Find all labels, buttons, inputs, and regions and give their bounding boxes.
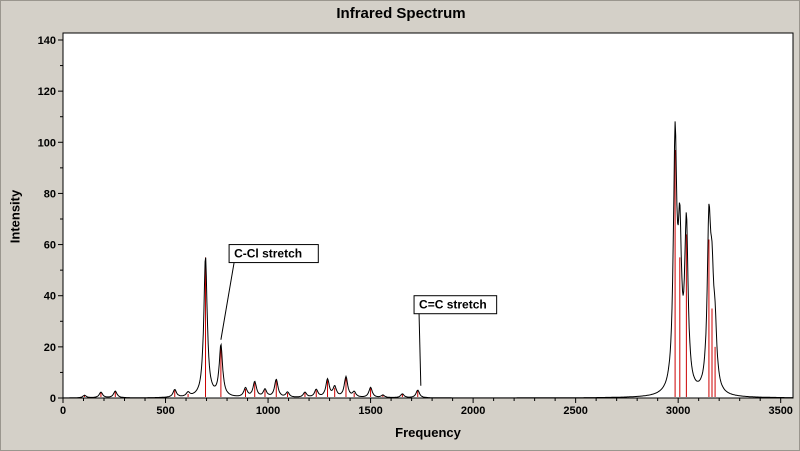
y-tick-label: 100 — [38, 137, 56, 149]
y-tick-label: 80 — [44, 188, 56, 200]
y-tick-label: 40 — [44, 291, 56, 303]
annotation-c-c-stretch: C=C stretch — [413, 295, 498, 386]
x-tick-label: 2000 — [461, 405, 485, 417]
spectrum-envelope-line — [63, 121, 793, 399]
x-tick-label: 1500 — [358, 405, 382, 417]
annotation-leader-line — [220, 262, 235, 340]
annotation-c-cl-stretch: C-Cl stretch — [220, 244, 319, 340]
axis-tick-labels: 0 500 1000 1500 2000 2500 3000 3500 0 20 40 60 80 100… — [38, 35, 793, 417]
x-tick-label: 1000 — [256, 405, 280, 417]
annotation-leader-line — [418, 313, 422, 386]
annotation-label: C=C stretch — [419, 298, 487, 312]
axis-ticks — [58, 39, 782, 403]
x-tick-label: 3500 — [768, 405, 792, 417]
x-tick-label: 500 — [156, 405, 174, 417]
peak-sticks — [84, 149, 716, 397]
x-tick-label: 3000 — [666, 405, 690, 417]
y-tick-label: 60 — [44, 240, 56, 252]
annotation-box — [228, 244, 319, 264]
x-tick-label: 2500 — [563, 405, 587, 417]
y-tick-label: 120 — [38, 86, 56, 98]
x-axis-label: Frequency — [395, 425, 461, 440]
y-tick-label: 0 — [50, 393, 56, 405]
annotation-label: C-Cl stretch — [234, 247, 302, 261]
y-tick-label: 140 — [38, 35, 56, 47]
chart-title: Infrared Spectrum — [336, 5, 466, 22]
annotation-box — [413, 295, 498, 315]
plot-area — [62, 32, 794, 399]
x-tick-label: 0 — [60, 405, 66, 417]
y-tick-label: 20 — [44, 342, 56, 354]
